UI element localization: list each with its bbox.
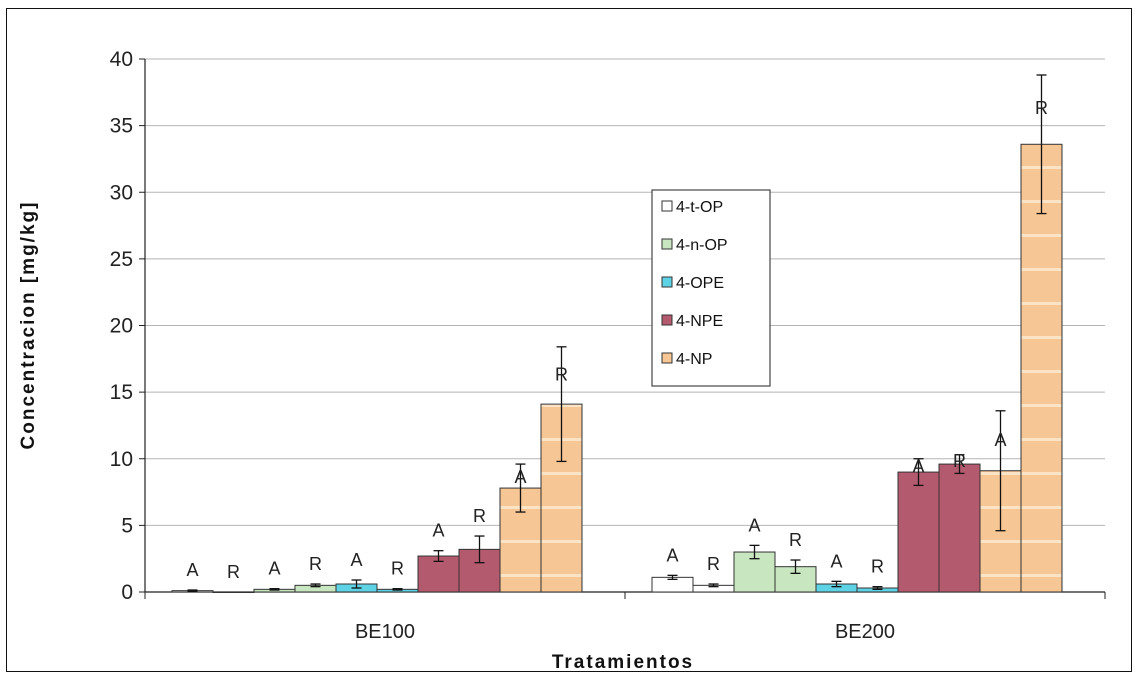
bar-labels: A R A R A R A R A R A R A R A R A R A R <box>186 98 1048 582</box>
bar-4-NPE-R <box>938 463 981 593</box>
bar-4-NPE-A <box>417 555 460 593</box>
y-axis: 0 5 10 15 20 25 30 35 40 <box>110 48 146 604</box>
legend-entry: 4-NPE <box>676 313 723 330</box>
legend: 4-t-OP 4-n-OP 4-OPE 4-NPE 4-NP <box>651 189 771 387</box>
x-axis: BE100 BE200 <box>144 591 1106 643</box>
bar-label: R <box>871 557 884 577</box>
bar-label: R <box>555 365 568 385</box>
error-bars <box>187 74 1047 592</box>
bar-label: R <box>789 530 802 550</box>
legend-swatch <box>661 238 673 250</box>
chart-frame <box>6 8 1132 672</box>
bar-label: A <box>186 560 198 580</box>
legend-entry: 4-NP <box>676 351 712 368</box>
bar-label: A <box>748 515 760 535</box>
bar-label: A <box>350 550 362 570</box>
legend-entry: 4-t-OP <box>676 199 723 216</box>
bar-label: R <box>473 506 486 526</box>
bar-label: A <box>912 457 924 477</box>
bar-label: A <box>268 559 280 579</box>
legend-entry: 4-OPE <box>676 275 724 292</box>
bar-label: R <box>309 554 322 574</box>
bar-label: A <box>432 521 444 541</box>
bar-label: R <box>1035 98 1048 118</box>
bar-label: A <box>666 545 678 565</box>
bar-label: A <box>830 551 842 571</box>
y-axis-title: Concentracion [mg/kg] <box>18 201 39 450</box>
legend-swatch <box>661 200 673 212</box>
bar-label: A <box>994 430 1006 450</box>
x-axis-title: Tratamientos <box>552 652 694 673</box>
bar-label: R <box>953 451 966 471</box>
bar-4-t-OP-R <box>212 591 255 593</box>
bar-label: R <box>707 554 720 574</box>
y-tick-label: 20 <box>110 315 133 338</box>
y-tick-label: 5 <box>121 514 133 537</box>
x-tick-label: BE200 <box>835 621 895 643</box>
bar-label: A <box>514 467 526 487</box>
y-tick-label: 35 <box>110 115 133 138</box>
legend-swatch <box>661 276 673 288</box>
y-tick-label: 40 <box>110 48 133 71</box>
x-tick-label: BE100 <box>355 621 415 643</box>
bar-label: R <box>391 559 404 579</box>
bar-4-NPE-A <box>897 471 940 593</box>
bar-label: R <box>227 562 240 582</box>
legend-entry: 4-n-OP <box>676 237 728 254</box>
y-tick-label: 0 <box>121 581 133 604</box>
y-tick-label: 15 <box>110 381 133 404</box>
legend-swatch <box>661 352 673 364</box>
y-tick-label: 30 <box>110 181 133 204</box>
legend-swatch <box>661 314 673 326</box>
y-tick-label: 10 <box>110 448 133 471</box>
y-tick-label: 25 <box>110 248 133 271</box>
